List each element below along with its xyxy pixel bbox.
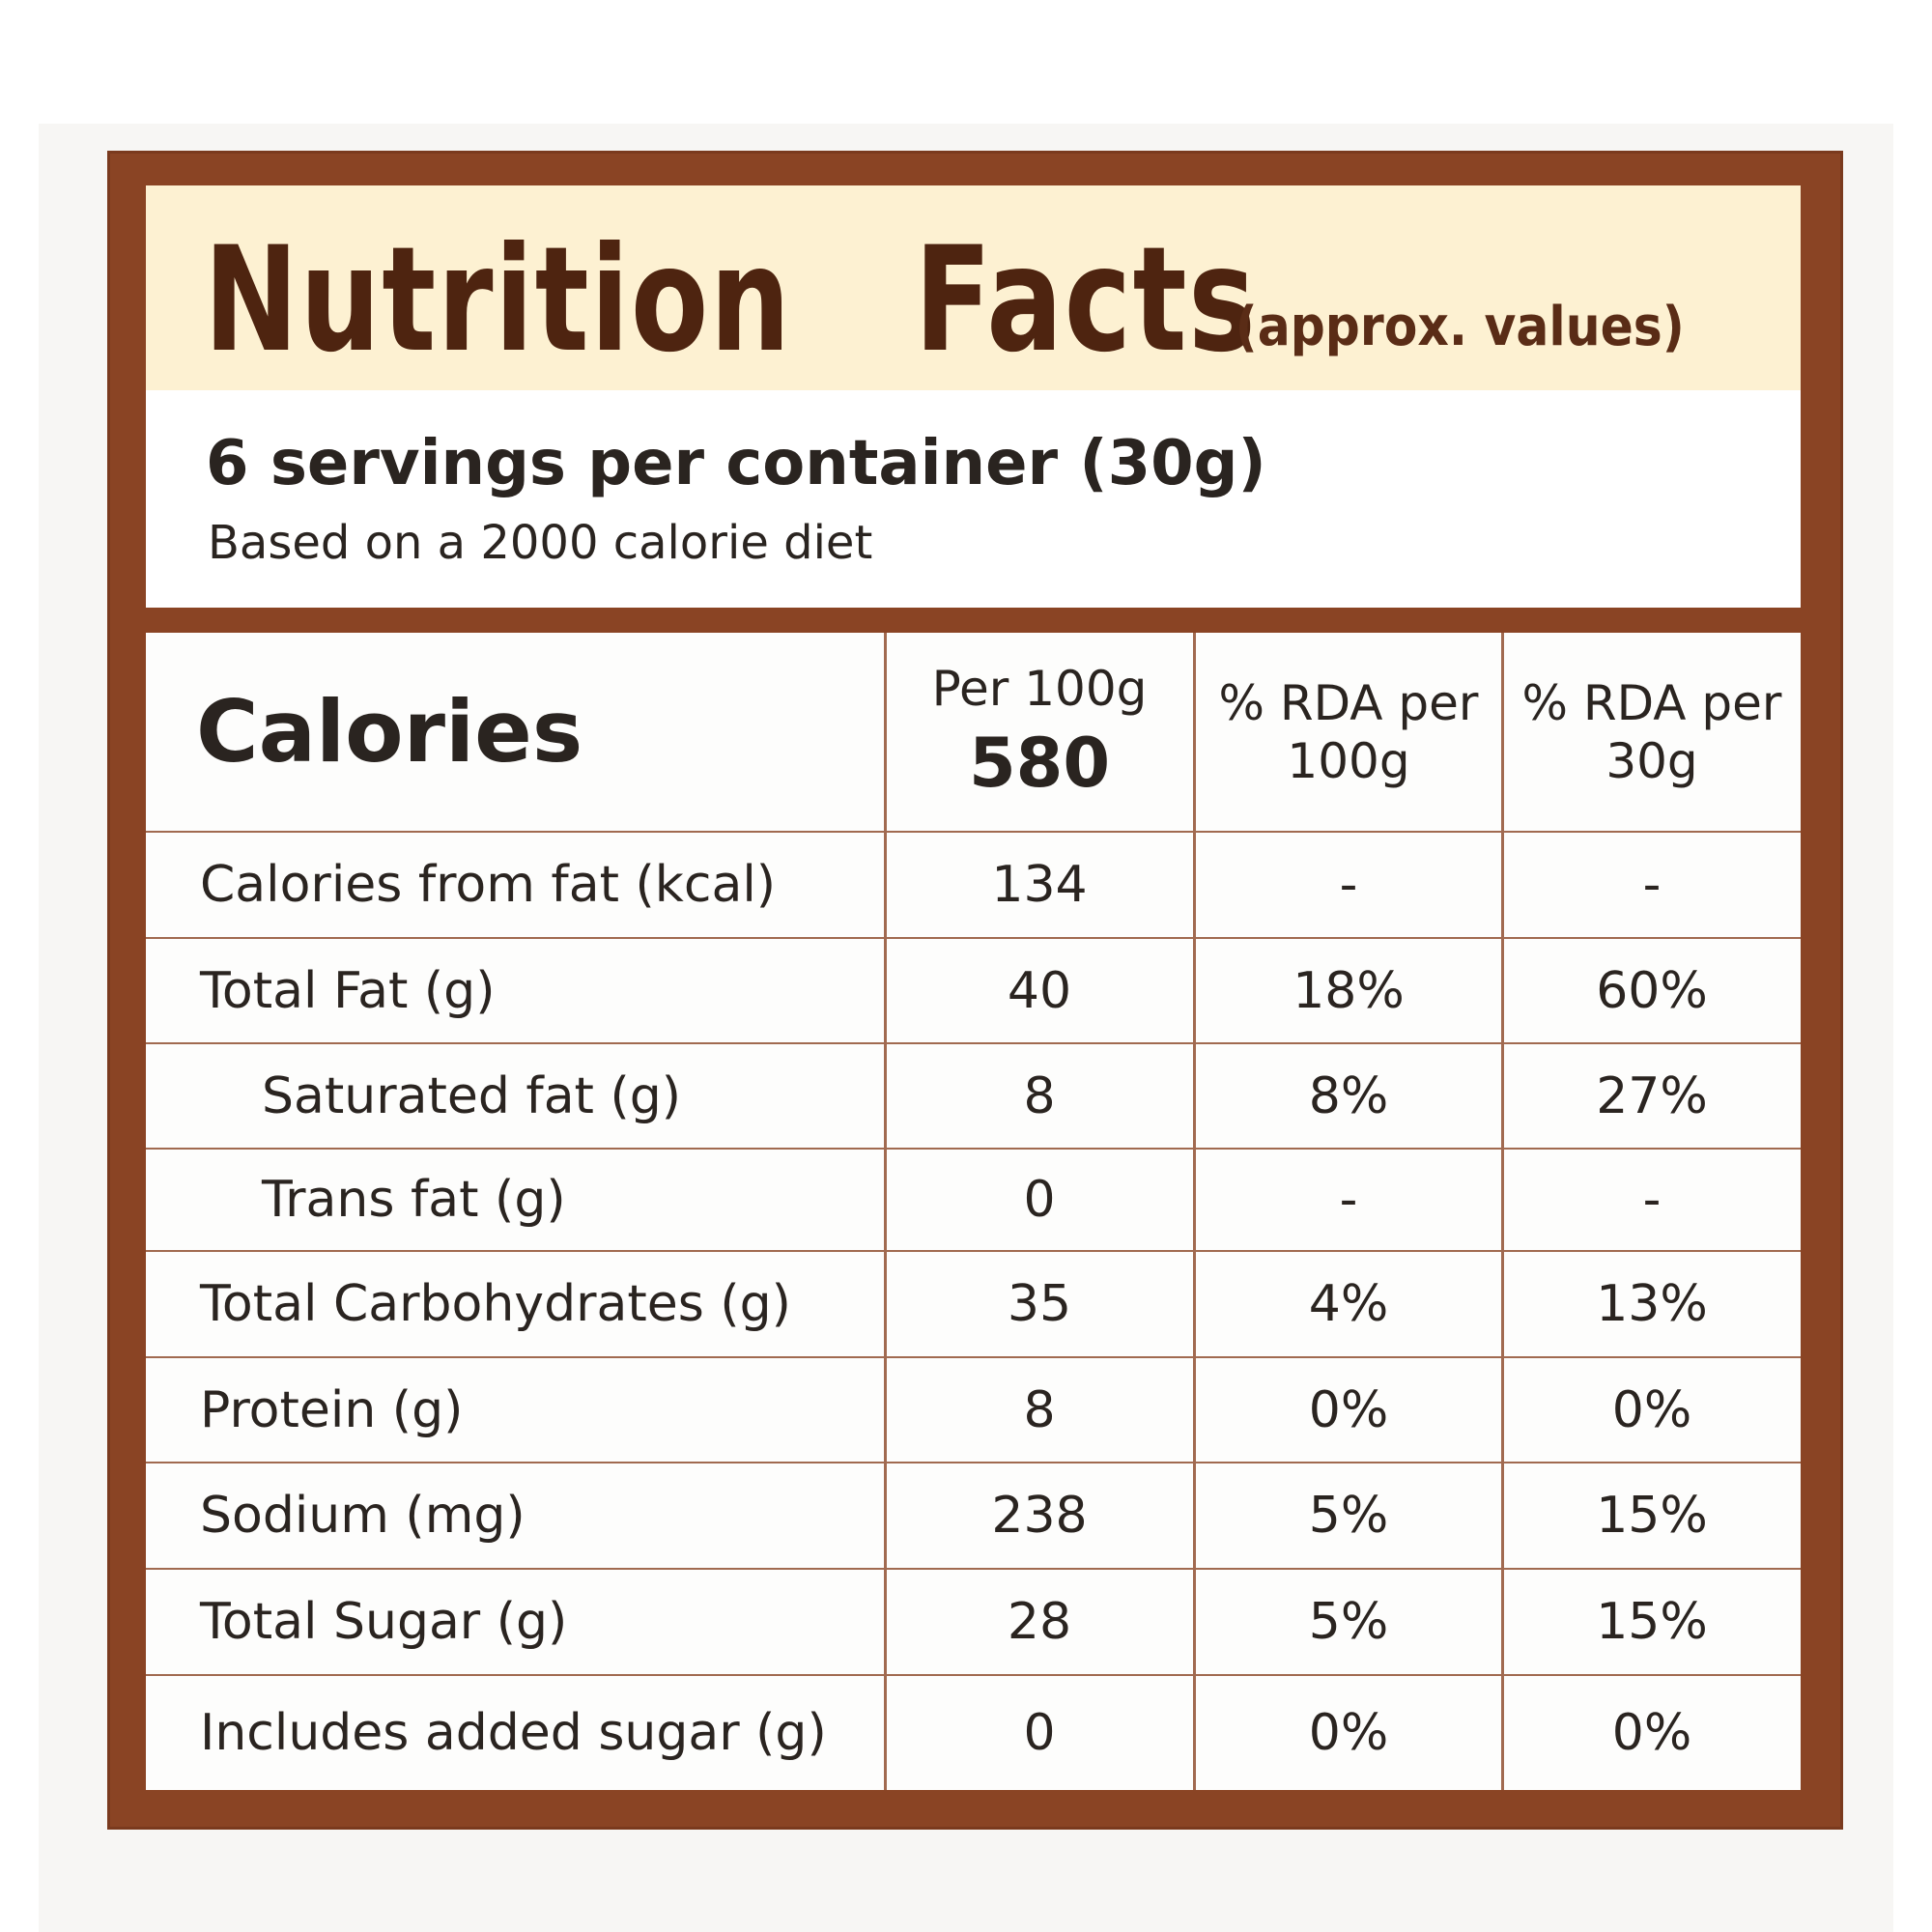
- rda-30g-value: 15%: [1596, 1487, 1708, 1545]
- label-subtitle: (approx. values): [1235, 296, 1685, 358]
- nutrient-label: Calories from fat (kcal): [200, 856, 777, 914]
- rda-100g-value: 4%: [1308, 1275, 1389, 1333]
- rda-30g-value: 0%: [1611, 1380, 1692, 1439]
- per-100g-value: 8: [1023, 1380, 1056, 1439]
- calories-value: 580: [968, 723, 1111, 803]
- per-100g-value: 134: [991, 856, 1088, 914]
- calories-label: Calories: [196, 682, 583, 781]
- label-header: Nutrition Facts (approx. values) 6 servi…: [146, 185, 1801, 608]
- table-row: Total Fat (g) 40 18% 60%: [146, 939, 1801, 1044]
- column-divider: [1501, 633, 1504, 1790]
- nutrient-label: Total Sugar (g): [200, 1593, 568, 1651]
- rda-30g-header-line1: % RDA per: [1521, 674, 1782, 731]
- rda-100g-value: 8%: [1308, 1066, 1389, 1125]
- rda-100g-column-header: % RDA per 100g: [1194, 633, 1503, 831]
- table-row: Saturated fat (g) 8 8% 27%: [146, 1044, 1801, 1150]
- per-100g-column-header: Per 100g 580: [885, 633, 1194, 831]
- label-title: Nutrition Facts: [204, 216, 1258, 384]
- rda-30g-value: 13%: [1596, 1275, 1708, 1333]
- diet-basis-note: Based on a 2000 calorie diet: [208, 516, 873, 570]
- table-row: Total Carbohydrates (g) 35 4% 13%: [146, 1252, 1801, 1358]
- rda-30g-header-line2: 30g: [1605, 732, 1698, 789]
- calories-header-row: Calories Per 100g 580 % RDA per 100g % R…: [146, 633, 1801, 833]
- rda-30g-value: 15%: [1596, 1593, 1708, 1651]
- column-divider: [1193, 633, 1196, 1790]
- rda-30g-value: 60%: [1596, 961, 1708, 1020]
- rda-100g-value: -: [1339, 1171, 1358, 1229]
- per-100g-value: 0: [1023, 1704, 1056, 1762]
- per-100g-value: 238: [991, 1487, 1088, 1545]
- rda-100g-value: -: [1339, 856, 1358, 914]
- table-row: Sodium (mg) 238 5% 15%: [146, 1463, 1801, 1570]
- table-row: Trans fat (g) 0 - -: [146, 1150, 1801, 1252]
- nutrient-label: Sodium (mg): [200, 1487, 526, 1545]
- title-band: Nutrition Facts (approx. values): [146, 185, 1801, 390]
- table-row: Protein (g) 8 0% 0%: [146, 1358, 1801, 1463]
- rda-30g-value: -: [1642, 856, 1662, 914]
- rda-100g-value: 5%: [1308, 1593, 1389, 1651]
- nutrient-label: Saturated fat (g): [262, 1066, 682, 1125]
- rda-100g-value: 5%: [1308, 1487, 1389, 1545]
- nutrient-label: Total Carbohydrates (g): [200, 1275, 791, 1333]
- rda-100g-header-line2: 100g: [1287, 732, 1410, 789]
- column-divider: [884, 633, 887, 1790]
- per-100g-value: 40: [1007, 961, 1072, 1020]
- nutrient-label: Total Fat (g): [200, 961, 496, 1020]
- nutrient-label: Protein (g): [200, 1380, 464, 1439]
- per-100g-value: 28: [1007, 1593, 1072, 1651]
- per-100g-value: 35: [1007, 1275, 1072, 1333]
- rda-30g-value: 0%: [1611, 1704, 1692, 1762]
- rda-30g-value: -: [1642, 1171, 1662, 1229]
- rda-30g-column-header: % RDA per 30g: [1503, 633, 1801, 831]
- table-row: Calories from fat (kcal) 134 - -: [146, 833, 1801, 939]
- nutrient-label: Trans fat (g): [262, 1171, 566, 1229]
- table-row: Total Sugar (g) 28 5% 15%: [146, 1570, 1801, 1676]
- nutrition-table: Calories Per 100g 580 % RDA per 100g % R…: [146, 633, 1801, 1790]
- rda-30g-value: 27%: [1596, 1066, 1708, 1125]
- rda-100g-header-line1: % RDA per: [1218, 674, 1479, 731]
- per-100g-header-text: Per 100g: [931, 660, 1148, 717]
- rda-100g-value: 18%: [1293, 961, 1405, 1020]
- nutrient-label: Includes added sugar (g): [200, 1704, 827, 1762]
- rda-100g-value: 0%: [1308, 1380, 1389, 1439]
- table-row: Includes added sugar (g) 0 0% 0%: [146, 1676, 1801, 1790]
- rda-100g-value: 0%: [1308, 1704, 1389, 1762]
- servings-info: 6 servings per container (30g): [206, 428, 1266, 499]
- per-100g-value: 0: [1023, 1171, 1056, 1229]
- per-100g-value: 8: [1023, 1066, 1056, 1125]
